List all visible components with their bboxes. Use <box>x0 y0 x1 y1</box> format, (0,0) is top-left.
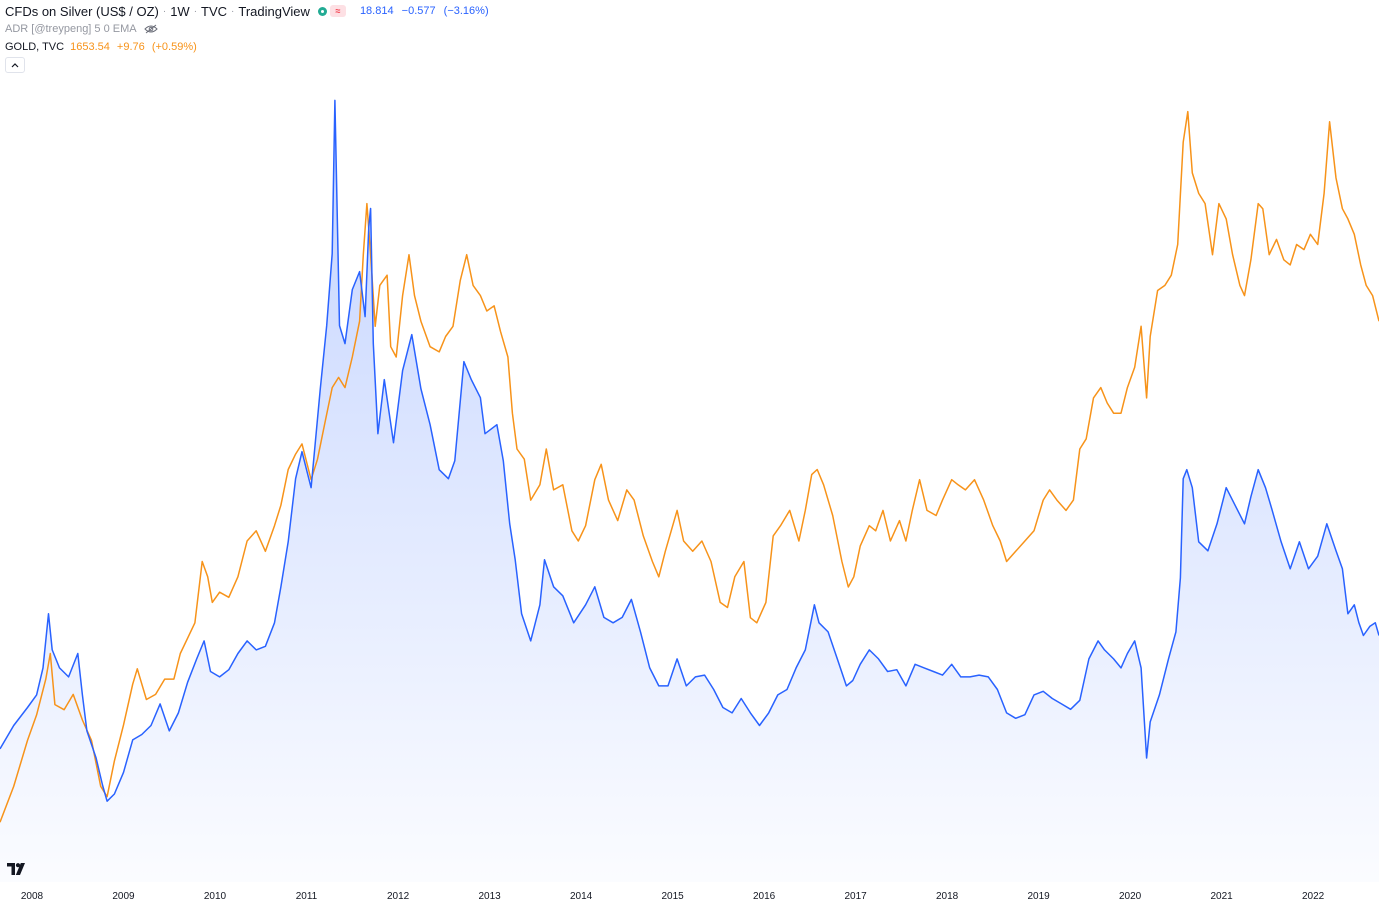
compare-change-percent: (+0.59%) <box>151 41 197 53</box>
chevron-up-icon <box>11 62 19 67</box>
x-tick-label: 2018 <box>936 891 959 902</box>
compare-change: +9.76 <box>116 41 145 53</box>
x-tick-label: 2014 <box>570 891 593 902</box>
tradingview-logo-icon[interactable] <box>7 862 27 876</box>
exchange-label: TVC <box>201 3 228 19</box>
time-axis[interactable]: 2008 2009 2010 2011 2012 2013 2014 2015 2016 2017… <box>21 891 1325 902</box>
silver-series-line[interactable] <box>0 99 1379 802</box>
indicator-label[interactable]: ADR [@treypeng] 5 0 EMA <box>5 23 137 35</box>
main-price-values: 18.814 −0.577 (−3.16%) <box>360 5 494 17</box>
market-open-status-icon[interactable] <box>317 6 327 16</box>
price-change-percent: (−3.16%) <box>443 5 489 17</box>
gold-series-line[interactable] <box>0 110 1379 823</box>
main-series-title-row[interactable]: CFDs on Silver (US$ / OZ) · 1W · TVC · T… <box>5 2 494 20</box>
symbol-name[interactable]: CFDs on Silver (US$ / OZ) <box>5 3 159 19</box>
compare-values: 1653.54 +9.76 (+0.59%) <box>70 41 201 53</box>
compare-series-legend-row[interactable]: GOLD, TVC 1653.54 +9.76 (+0.59%) <box>5 38 494 56</box>
indicator-legend-row[interactable]: ADR [@treypeng] 5 0 EMA <box>5 20 494 38</box>
compare-symbol-label[interactable]: GOLD, TVC <box>5 41 65 53</box>
separator-dot: · <box>162 5 167 17</box>
x-tick-label: 2012 <box>387 891 410 902</box>
x-tick-label: 2020 <box>1119 891 1142 902</box>
x-tick-label: 2022 <box>1302 891 1325 902</box>
silver-area-fill <box>0 100 1379 882</box>
x-tick-label: 2011 <box>296 891 318 902</box>
chart-legend: CFDs on Silver (US$ / OZ) · 1W · TVC · T… <box>5 2 494 73</box>
x-tick-label: 2009 <box>112 891 135 902</box>
x-tick-label: 2010 <box>204 891 227 902</box>
x-tick-label: 2021 <box>1210 891 1233 902</box>
x-tick-label: 2016 <box>753 891 776 902</box>
price-change: −0.577 <box>401 5 436 17</box>
x-tick-label: 2015 <box>661 891 684 902</box>
x-tick-label: 2013 <box>478 891 501 902</box>
hidden-eye-icon[interactable] <box>143 24 158 34</box>
separator-dot: · <box>193 5 198 17</box>
separator-dot: · <box>231 5 235 17</box>
collapse-legend-button[interactable] <box>5 57 25 73</box>
last-price: 18.814 <box>359 5 394 17</box>
provider-label: TradingView <box>238 3 310 19</box>
compare-price: 1653.54 <box>70 41 110 53</box>
x-tick-label: 2017 <box>844 891 867 902</box>
x-tick-label: 2008 <box>21 891 44 902</box>
x-tick-label: 2019 <box>1027 891 1050 902</box>
interval-label[interactable]: 1W <box>170 3 190 19</box>
data-delay-badge[interactable]: ≈ <box>329 5 346 17</box>
